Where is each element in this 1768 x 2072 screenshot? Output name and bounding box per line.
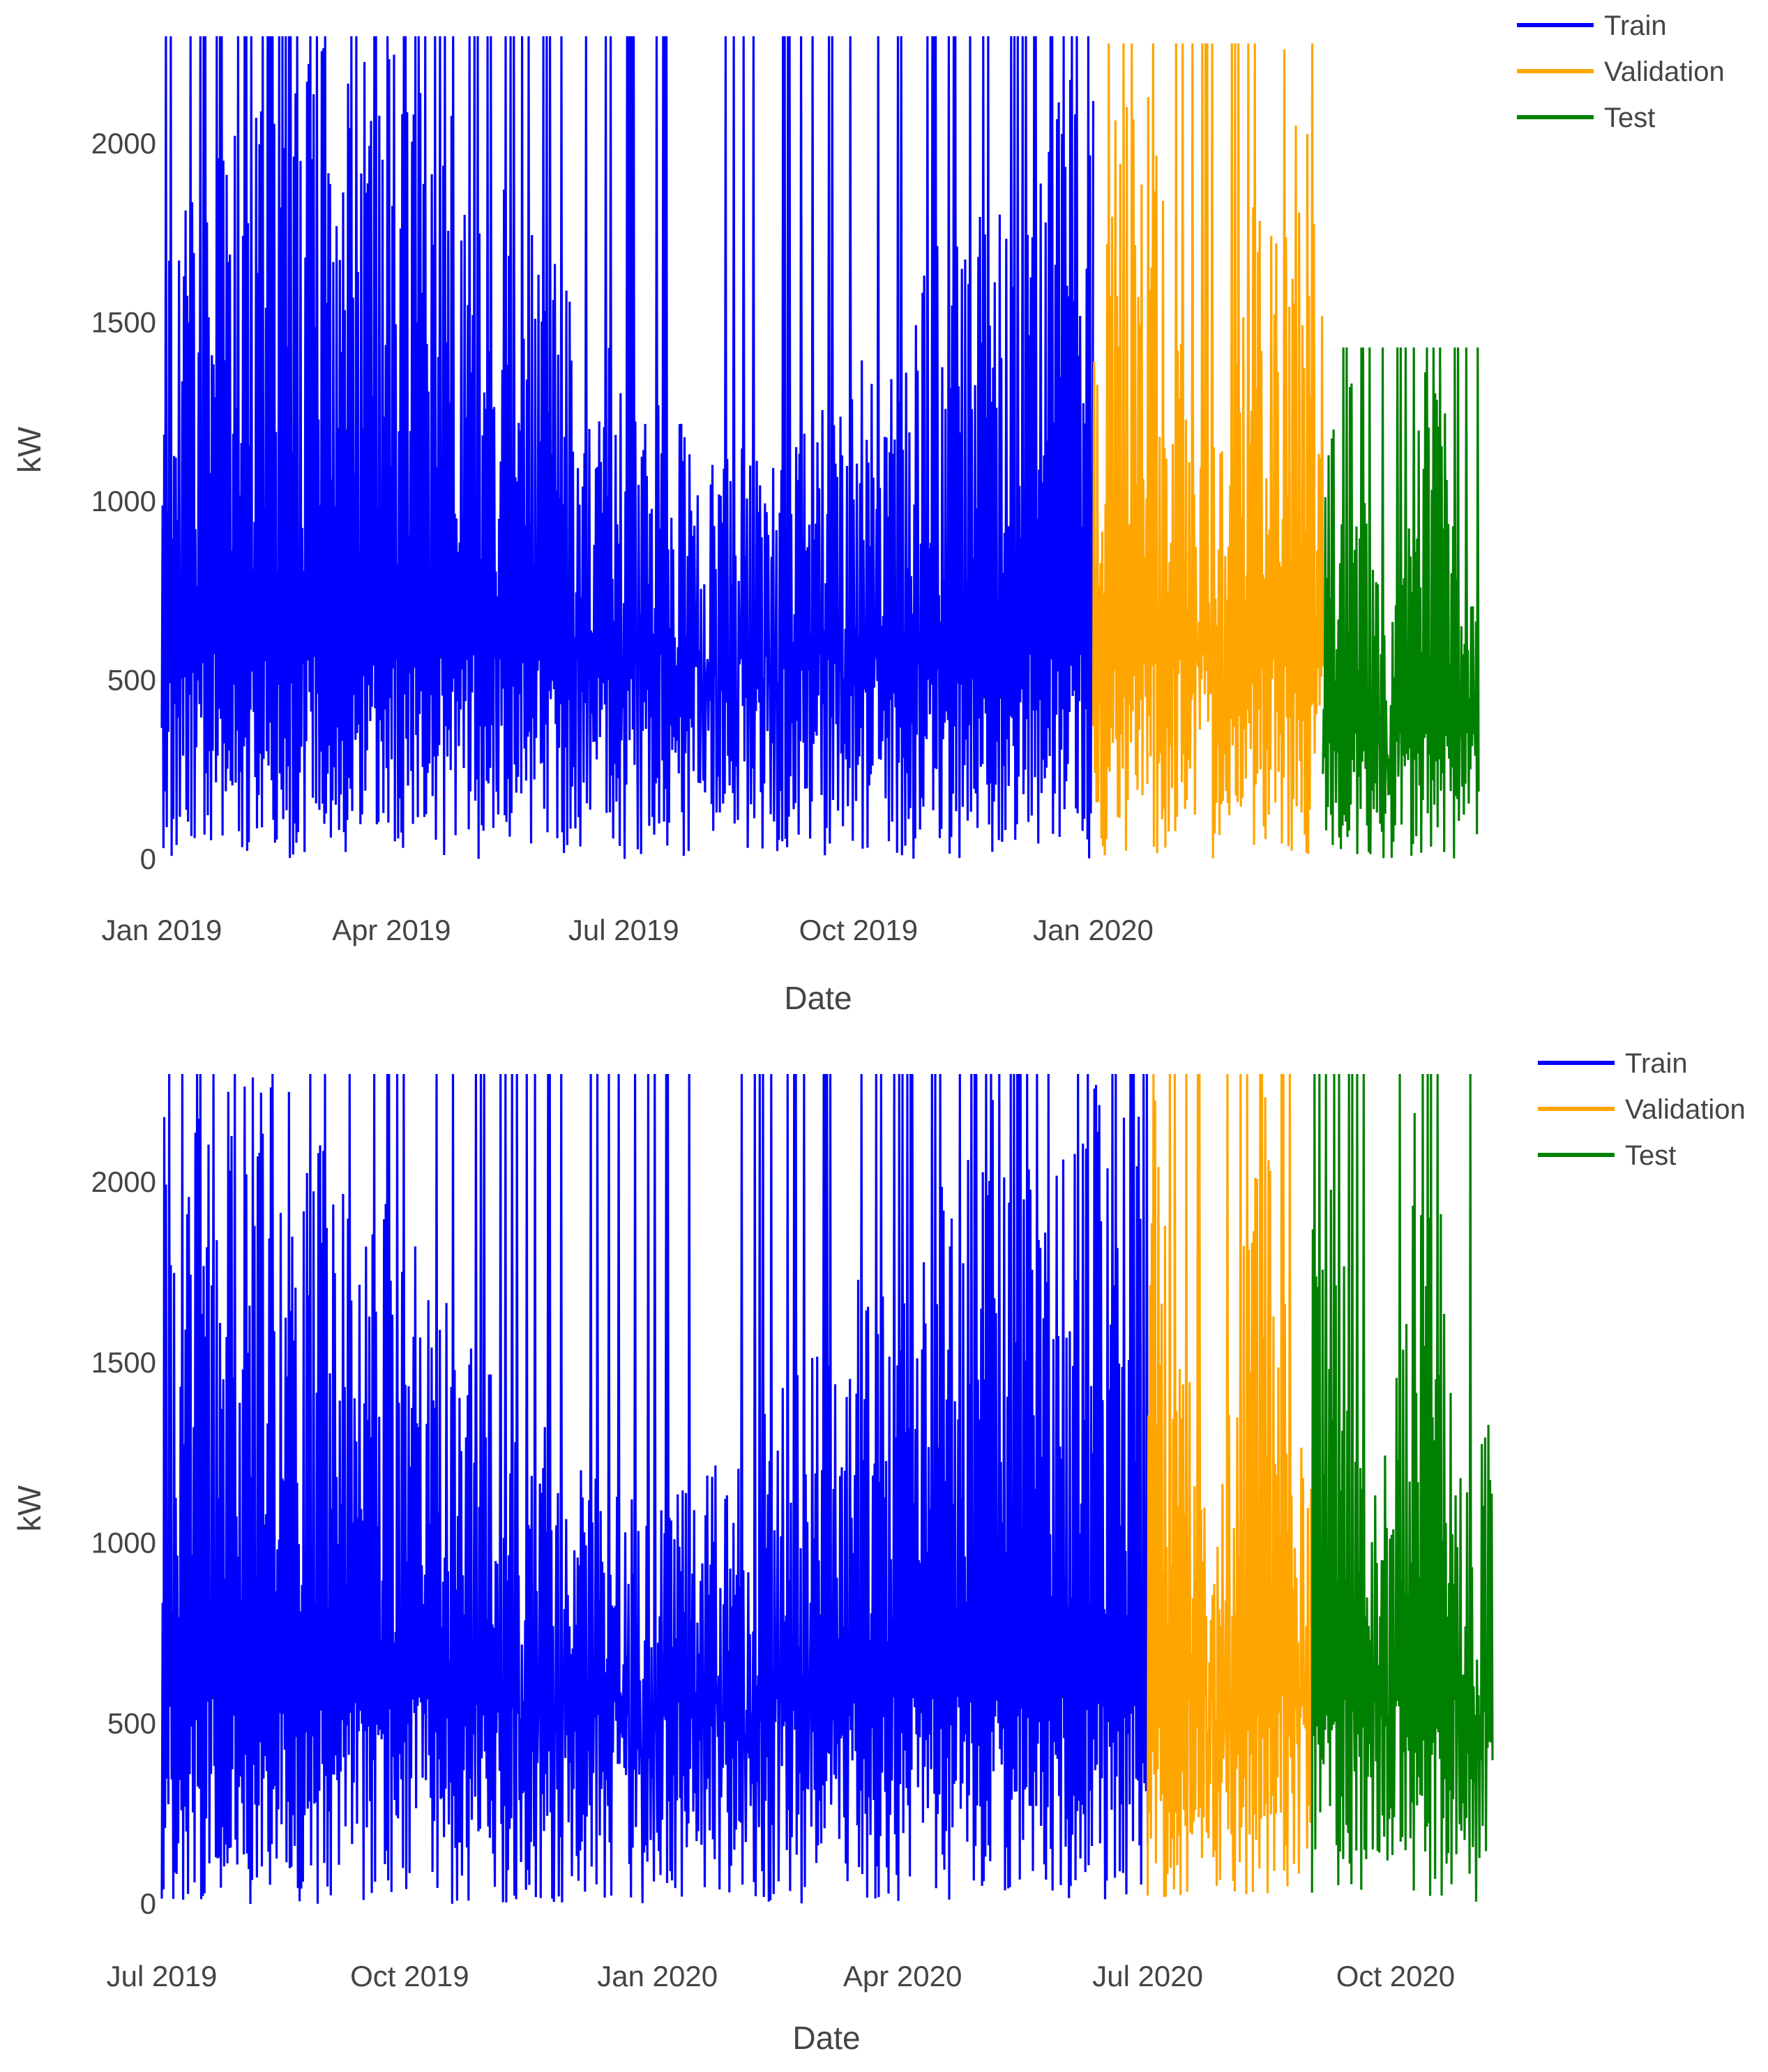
y-axis-title-top: kW [11,426,47,473]
y-tick-label: 1500 [91,305,156,338]
chart-top: 0 500 1000 1500 2000 Jan 2019 Apr 2019 Jul 201… [11,10,1725,1016]
y-tick-label: 500 [107,663,156,696]
y-tick-label: 1000 [91,1527,156,1559]
x-tick-label: Jan 2020 [597,1960,718,1992]
y-axis-title-bottom: kW [11,1485,47,1532]
x-axis-title-bottom: Date [792,2020,860,2056]
legend-label-train: Train [1625,1048,1688,1079]
y-tick-label: 500 [107,1707,156,1739]
x-tick-label: Oct 2019 [350,1960,469,1992]
plot-area-top [160,36,1480,859]
legend-label-validation: Validation [1625,1094,1746,1125]
y-tick-label: 1500 [91,1346,156,1379]
y-axis-ticks-bottom: 0 500 1000 1500 2000 [91,1165,156,1920]
y-tick-label: 0 [140,1887,156,1920]
x-tick-label: Jan 2019 [102,914,222,946]
x-tick-label: Oct 2019 [799,914,918,946]
legend-label-test: Test [1604,103,1655,133]
x-axis-title-top: Date [784,980,852,1016]
x-axis-ticks-top: Jan 2019 Apr 2019 Jul 2019 Oct 2019 Jan 2020 [102,914,1154,946]
y-axis-ticks-top: 0 500 1000 1500 2000 [91,127,156,875]
x-tick-label: Oct 2020 [1336,1960,1455,1992]
x-tick-label: Jul 2019 [568,914,679,946]
series-line-test [1322,347,1480,859]
y-tick-label: 0 [140,842,156,875]
x-tick-label: Apr 2019 [332,914,451,946]
chart-bottom: 0 500 1000 1500 2000 Jul 2019 Oct 2019 Jan 202… [11,1048,1746,2056]
y-tick-label: 2000 [91,127,156,160]
legend-label-validation: Validation [1604,56,1725,87]
series-line-train [160,1073,1149,1905]
legend-label-test: Test [1625,1140,1676,1171]
series-line-validation [1146,1073,1313,1898]
y-tick-label: 2000 [91,1165,156,1198]
x-tick-label: Apr 2020 [843,1960,962,1992]
series-line-validation [1091,43,1324,859]
legend-label-train: Train [1604,10,1667,41]
y-tick-label: 1000 [91,485,156,517]
legend-top: Train Validation Test [1517,10,1725,133]
legend-bottom: Train Validation Test [1538,1048,1746,1171]
series-line-train [160,36,1095,859]
x-tick-label: Jul 2020 [1092,1960,1203,1992]
series-line-test [1310,1073,1494,1902]
x-tick-label: Jan 2020 [1033,914,1154,946]
x-tick-label: Jul 2019 [107,1960,218,1992]
plot-area-bottom [160,1073,1494,1905]
x-axis-ticks-bottom: Jul 2019 Oct 2019 Jan 2020 Apr 2020 Jul 2020… [107,1960,1456,1992]
